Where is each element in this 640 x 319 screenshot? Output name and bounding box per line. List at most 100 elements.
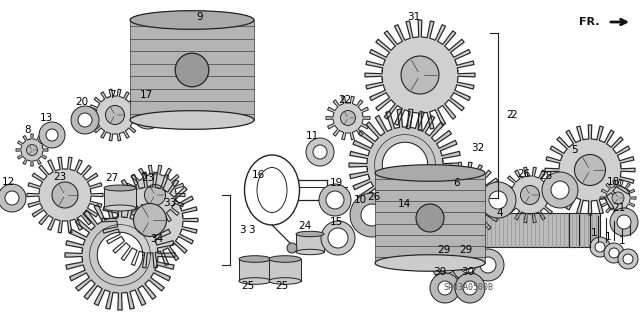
Bar [134, 20, 250, 120]
Polygon shape [89, 89, 141, 141]
Circle shape [71, 106, 99, 134]
Text: 7: 7 [109, 90, 115, 100]
Ellipse shape [104, 205, 136, 211]
Bar [130, 20, 254, 120]
Text: 26: 26 [517, 169, 531, 179]
Text: SP03A0500B: SP03A0500B [443, 284, 493, 293]
Text: 30: 30 [461, 267, 475, 277]
Text: 30: 30 [433, 267, 447, 277]
Circle shape [440, 257, 456, 273]
Polygon shape [600, 180, 636, 216]
Polygon shape [427, 162, 503, 238]
Bar [104, 188, 136, 208]
Circle shape [287, 243, 297, 253]
Text: 11: 11 [305, 131, 319, 141]
Ellipse shape [296, 249, 324, 255]
Circle shape [551, 181, 569, 199]
Text: 31: 31 [408, 12, 420, 22]
Text: 2: 2 [510, 110, 516, 120]
Circle shape [306, 138, 334, 166]
Circle shape [480, 257, 496, 273]
Polygon shape [102, 172, 198, 268]
Text: 28: 28 [540, 171, 552, 181]
Bar [387, 173, 473, 263]
Circle shape [460, 257, 476, 273]
Ellipse shape [130, 11, 254, 29]
Text: 12: 12 [1, 177, 15, 187]
Text: 25: 25 [241, 281, 255, 291]
Circle shape [610, 208, 638, 236]
Circle shape [328, 228, 348, 248]
Text: 23: 23 [141, 173, 155, 183]
Text: 3: 3 [239, 225, 245, 235]
Ellipse shape [104, 185, 136, 191]
Text: 13: 13 [40, 113, 52, 123]
Text: 1: 1 [591, 228, 597, 238]
Text: 23: 23 [53, 172, 67, 182]
Bar [142, 20, 242, 120]
Circle shape [106, 106, 125, 124]
Polygon shape [365, 20, 475, 130]
Circle shape [132, 97, 164, 129]
Circle shape [617, 215, 631, 229]
Text: 18: 18 [606, 177, 620, 187]
Text: 29: 29 [437, 245, 451, 255]
Text: 1: 1 [619, 236, 625, 246]
Polygon shape [382, 142, 428, 188]
Bar [390, 213, 600, 247]
Circle shape [618, 249, 638, 269]
Text: 32: 32 [472, 143, 484, 153]
Circle shape [623, 254, 633, 264]
Circle shape [321, 221, 355, 255]
Circle shape [542, 172, 578, 208]
Circle shape [595, 242, 605, 252]
Polygon shape [125, 165, 185, 225]
Circle shape [401, 56, 439, 94]
Circle shape [52, 182, 78, 208]
Bar [138, 20, 246, 120]
Circle shape [78, 113, 92, 127]
Ellipse shape [239, 256, 271, 262]
Circle shape [350, 193, 394, 237]
Bar [269, 259, 301, 281]
Polygon shape [97, 232, 143, 278]
Circle shape [319, 184, 351, 216]
Circle shape [609, 248, 619, 258]
Bar [383, 173, 477, 263]
Ellipse shape [375, 255, 485, 271]
Text: 8: 8 [25, 125, 31, 135]
Text: 26: 26 [367, 192, 381, 202]
Bar [296, 234, 324, 252]
Bar [379, 173, 481, 263]
Circle shape [39, 122, 65, 148]
Bar [146, 20, 238, 120]
Text: 4: 4 [497, 208, 503, 218]
Circle shape [5, 191, 19, 205]
Ellipse shape [296, 231, 324, 237]
Text: 21: 21 [612, 203, 626, 213]
Circle shape [452, 187, 478, 213]
Circle shape [0, 184, 26, 212]
Circle shape [46, 129, 58, 141]
Circle shape [139, 104, 157, 122]
Text: 10: 10 [353, 195, 367, 205]
Text: 1: 1 [605, 232, 611, 242]
Text: FR.: FR. [579, 17, 600, 27]
Text: 6: 6 [454, 178, 460, 188]
Circle shape [313, 145, 327, 159]
Text: 2: 2 [507, 110, 513, 120]
Circle shape [480, 182, 516, 218]
Circle shape [604, 243, 624, 263]
Circle shape [612, 192, 624, 204]
Text: 22: 22 [339, 95, 351, 105]
Polygon shape [502, 167, 558, 223]
Text: 16: 16 [252, 170, 264, 180]
Circle shape [340, 110, 355, 125]
Text: 19: 19 [330, 178, 342, 188]
Text: 17: 17 [140, 90, 152, 100]
Circle shape [489, 191, 507, 209]
Circle shape [463, 281, 477, 295]
Text: 24: 24 [298, 221, 312, 231]
Circle shape [26, 145, 38, 155]
Ellipse shape [375, 165, 485, 181]
